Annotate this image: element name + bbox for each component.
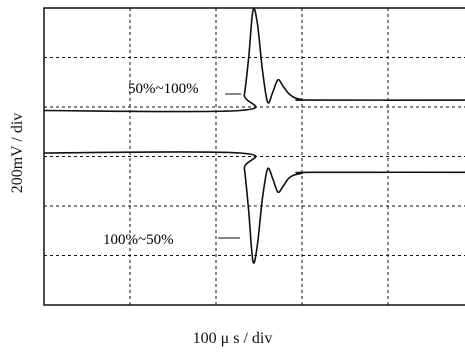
trace-100-to-50 xyxy=(43,151,465,264)
annotation-100-50: 100%~50% xyxy=(103,232,174,248)
trace-50-to-100 xyxy=(43,7,465,113)
annotation-50-100: 50%~100% xyxy=(128,81,199,97)
traces xyxy=(43,7,465,264)
x-axis-label: 100 μ s / div xyxy=(192,330,273,347)
grid xyxy=(43,7,465,306)
y-axis-label: 200mV / div xyxy=(9,112,26,194)
